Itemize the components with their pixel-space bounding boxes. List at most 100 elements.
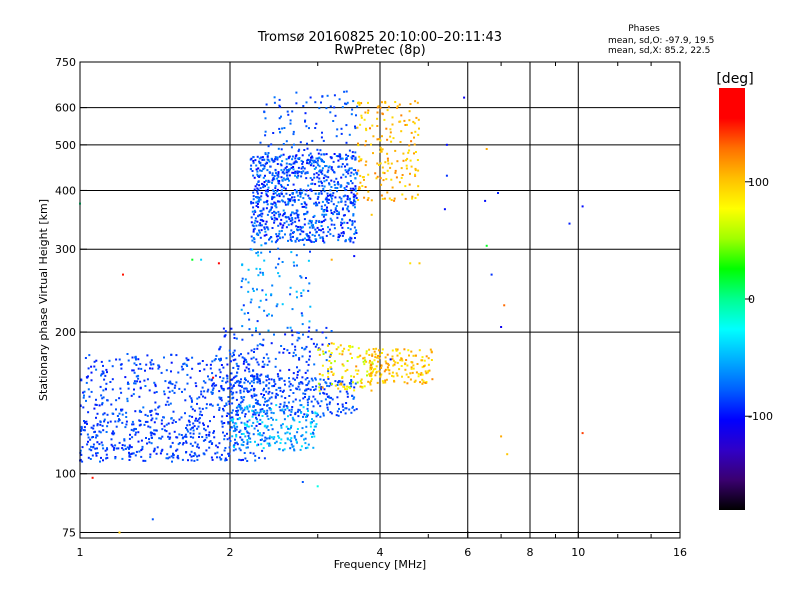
data-point [261, 156, 264, 159]
data-point [384, 381, 387, 384]
data-point [300, 226, 303, 229]
data-point [328, 396, 331, 399]
data-point [106, 456, 109, 459]
data-point [218, 409, 221, 411]
data-point [350, 113, 353, 116]
data-point [196, 419, 199, 422]
data-point [490, 273, 493, 276]
data-point [277, 435, 280, 438]
data-point [310, 377, 313, 380]
data-point [217, 403, 220, 406]
data-point [146, 414, 149, 417]
data-point [369, 127, 371, 130]
data-point [295, 189, 298, 192]
data-point [326, 192, 329, 195]
data-point [302, 230, 305, 233]
data-point [350, 379, 353, 381]
data-point [421, 373, 424, 376]
data-point [308, 197, 311, 200]
data-point [309, 250, 311, 253]
data-point [309, 159, 312, 162]
data-point [239, 404, 242, 407]
data-point [260, 244, 263, 247]
data-point [369, 372, 372, 375]
data-point [186, 373, 189, 376]
data-point [111, 365, 114, 368]
data-point [346, 360, 349, 362]
data-point [266, 412, 269, 415]
data-point [264, 424, 267, 427]
data-point [386, 191, 389, 194]
data-point [202, 439, 205, 442]
data-point [380, 150, 383, 153]
data-point [315, 204, 318, 207]
data-point [230, 390, 233, 393]
data-point [261, 289, 264, 292]
data-point [170, 361, 173, 364]
data-point [259, 271, 262, 274]
data-point [296, 296, 298, 299]
data-point [343, 383, 346, 386]
data-point [365, 127, 367, 130]
data-point [161, 448, 164, 451]
data-point [190, 405, 193, 408]
data-point [345, 402, 348, 404]
data-point [254, 210, 257, 213]
data-point [250, 221, 253, 224]
data-point [102, 459, 104, 462]
data-point [344, 370, 347, 373]
data-point [267, 329, 270, 332]
data-point [345, 407, 348, 410]
data-point [90, 390, 93, 393]
data-point [86, 443, 89, 446]
data-point [284, 178, 287, 181]
data-point [232, 354, 235, 356]
data-point [260, 393, 263, 395]
data-point [189, 453, 192, 456]
data-point [284, 203, 287, 206]
data-point [304, 378, 307, 381]
data-point [111, 388, 114, 391]
data-point [164, 403, 167, 406]
data-point [421, 382, 424, 385]
data-point [288, 395, 291, 397]
data-point [137, 431, 140, 434]
data-point [249, 382, 251, 385]
data-point [305, 171, 308, 174]
data-point [295, 91, 298, 94]
data-point [291, 406, 294, 408]
data-point [83, 426, 86, 429]
data-point [254, 185, 257, 188]
data-point [358, 186, 361, 189]
data-point [186, 428, 189, 431]
data-point [298, 228, 301, 231]
data-point [236, 425, 239, 428]
data-point [344, 194, 347, 197]
data-point [155, 391, 158, 393]
data-point [253, 393, 256, 396]
y-tick-label: 400 [55, 184, 76, 197]
data-point [176, 454, 179, 457]
chart-title-line2: RwPretec (8p) [334, 43, 425, 58]
data-point [411, 197, 414, 200]
x-tick-label: 10 [571, 546, 585, 559]
data-point [314, 398, 317, 401]
data-point [133, 362, 136, 365]
data-point [269, 209, 272, 212]
data-point [198, 407, 201, 410]
data-point [295, 154, 298, 157]
data-point [244, 379, 247, 382]
data-point [192, 426, 194, 429]
data-point [253, 348, 256, 351]
data-point [101, 403, 104, 406]
data-point [310, 189, 313, 192]
data-point [325, 213, 328, 216]
data-point [385, 362, 388, 365]
data-point [111, 432, 114, 435]
data-point [308, 320, 311, 323]
data-point [360, 114, 363, 117]
data-point [322, 187, 325, 190]
data-point [173, 430, 176, 433]
data-point [320, 180, 323, 183]
data-point [316, 400, 319, 403]
